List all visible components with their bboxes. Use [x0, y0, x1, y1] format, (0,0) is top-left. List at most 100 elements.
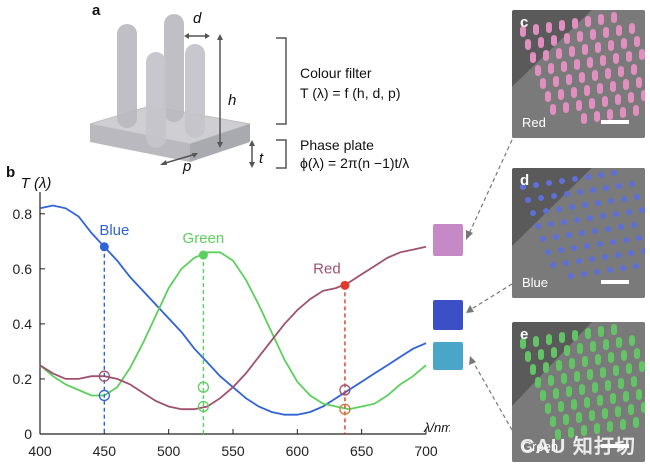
nanopillar [525, 39, 531, 50]
sem-panel-blue: d Blue [512, 168, 645, 298]
nanopillar [569, 204, 575, 210]
nanopillar [631, 376, 637, 387]
nanopillar [558, 401, 564, 412]
panel-a-letter: a [92, 2, 101, 19]
nanopillar [607, 109, 613, 120]
nanopillar [629, 181, 635, 187]
phase-bracket [276, 139, 287, 169]
nanopillar [618, 378, 624, 389]
nanopillar [594, 423, 600, 434]
nanopillar [608, 198, 614, 204]
nanopillar [550, 416, 556, 427]
nanopillar [595, 200, 601, 206]
nanopillar [633, 105, 639, 116]
nanopillar [556, 206, 562, 212]
nanopillar [551, 347, 557, 358]
nanopillar [571, 87, 577, 98]
nanopillar [629, 335, 635, 346]
nanopillar [628, 250, 634, 256]
scale-bar [601, 280, 629, 284]
nanopillar [533, 336, 539, 347]
nanopillar [602, 96, 608, 107]
y-tick-label: 0.2 [13, 371, 33, 387]
transmission-chart: 0 0.2 0.4 0.6 0.8 400 450 500 550 600 650 700 T (λ) λ… [13, 175, 450, 459]
nanopillar [548, 221, 554, 227]
nanopillar [564, 191, 570, 197]
nanopillar [520, 184, 526, 190]
series-green-line [39, 251, 427, 411]
x-tick-label: 550 [221, 443, 245, 459]
sem-panel-label: Green [522, 439, 559, 454]
nanopillar [639, 49, 645, 60]
nanopillar [613, 365, 619, 376]
nanopillar [525, 197, 531, 203]
nanopillar [610, 239, 616, 245]
nanopillar [540, 390, 546, 401]
scale-bar [601, 444, 629, 448]
nanopillar [579, 384, 585, 395]
nanopillar [576, 258, 582, 264]
nanopillar [581, 113, 587, 124]
nanopillar [559, 178, 565, 184]
green-open-marker [197, 381, 210, 393]
nanopillar [559, 20, 565, 31]
nanopillar [535, 377, 541, 388]
phase-plate-title: Phase plate [300, 137, 374, 153]
nanopillar [566, 74, 572, 85]
nanopillar [589, 256, 595, 262]
nanopillar [621, 350, 627, 361]
blue-open-marker [98, 370, 110, 382]
sem-panel-label: Red [522, 115, 546, 130]
nanopillar [590, 341, 596, 352]
pillar [146, 52, 166, 148]
nanopillar [571, 399, 577, 410]
y-tick-label: 0 [24, 426, 32, 442]
base-plate-front [90, 124, 190, 162]
nanopillar [618, 66, 624, 77]
nanopillar [634, 194, 640, 200]
nanopillar [639, 207, 645, 213]
blue-open-marker [98, 389, 110, 402]
nanopillar [616, 337, 622, 348]
nanopillar [533, 24, 539, 35]
nanopillar [553, 388, 559, 399]
nanopillar [525, 351, 531, 362]
nanopillar [631, 64, 637, 75]
nanopillar [574, 371, 580, 382]
nanopillar [559, 332, 565, 343]
arrow-blue [469, 283, 513, 311]
nanopillar [613, 53, 619, 64]
sem-image [512, 322, 645, 462]
nanopillar [615, 94, 621, 105]
blue-peak-point [99, 242, 109, 252]
nanopillar [620, 265, 626, 271]
nanopillar [603, 185, 609, 191]
nanopillar [584, 243, 590, 249]
nanopillar [561, 373, 567, 384]
nanopillar [594, 269, 600, 275]
nanopillar [608, 40, 614, 51]
nanopillar [616, 25, 622, 36]
y-tick-label: 0.8 [13, 206, 33, 222]
nanopillar [530, 210, 536, 216]
nanopillar [566, 386, 572, 397]
sem-panel-letter: d [520, 172, 530, 189]
y-tick-label: 0.4 [13, 316, 33, 332]
nanopillar [577, 189, 583, 195]
sem-image [512, 10, 645, 138]
nanopillar [636, 235, 642, 241]
nanopillar [598, 14, 604, 25]
nanopillar [546, 180, 552, 186]
nanopillar [636, 77, 642, 88]
nanopillar [584, 85, 590, 96]
nanopillar [594, 111, 600, 122]
green-filter-thumbnail [433, 342, 463, 370]
nanopillar [563, 102, 569, 113]
phase-plate-formula: ϕ(λ) = 2π(n −1)t/λ [300, 155, 410, 171]
nanopillar [550, 104, 556, 115]
nanopillar [634, 36, 640, 47]
nanopillar [550, 262, 556, 268]
nanopillar [587, 369, 593, 380]
nanopillar [595, 354, 601, 365]
nanopillar [595, 42, 601, 53]
